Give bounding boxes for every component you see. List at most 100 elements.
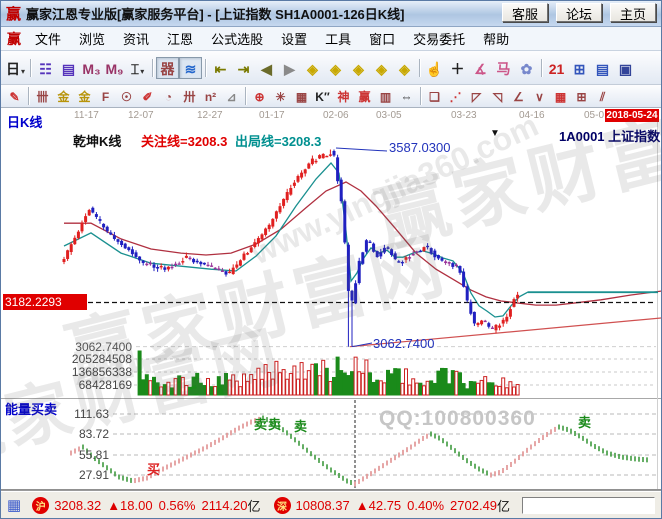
span-measure-icon[interactable]: ⇔	[400, 90, 413, 104]
shen-grid-icon[interactable]: 神	[337, 90, 350, 104]
fan-rays-icon[interactable]: ⋰	[449, 90, 462, 104]
last-bar-icon[interactable]: ⇥	[237, 60, 250, 77]
minute9-chart-icon[interactable]: M₉	[105, 60, 124, 77]
menu-item-资讯[interactable]: 资讯	[123, 31, 150, 47]
menu-item-交易委托[interactable]: 交易委托	[413, 31, 466, 47]
save-icon[interactable]: ▣	[618, 60, 633, 77]
title-bar: 赢 赢家江恩专业版[赢家服务平台] - [上证指数 SH1A0001-126日K…	[1, 1, 661, 27]
date-axis-label: 12-07	[128, 110, 154, 121]
qq-watermark: QQ:100800360	[379, 407, 536, 430]
time-cycle-icon[interactable]: ◔	[164, 90, 173, 104]
menu-item-工具[interactable]: 工具	[325, 31, 352, 47]
ying-grid-icon[interactable]: 赢	[358, 90, 371, 104]
menu-items: 文件 浏览 资讯 江恩 公式选股 设置 工具 窗口 交易委托 帮助	[26, 29, 518, 49]
support-button[interactable]: 客服	[501, 3, 548, 22]
shanghai-market-icon[interactable]: 沪	[32, 496, 50, 514]
crosshair-icon[interactable]: ＋	[450, 60, 465, 77]
minute3-chart-icon[interactable]: M₃	[82, 60, 101, 77]
sh-index-amount: 2114.20	[201, 497, 248, 513]
buy-signal-label: 买	[147, 462, 161, 477]
menu-item-窗口[interactable]: 窗口	[369, 31, 396, 47]
angle-flag-icon[interactable]: ⊿	[226, 90, 237, 104]
angle-tool-icon[interactable]: ∡	[474, 60, 487, 77]
red-grid-icon[interactable]: ▦	[554, 90, 567, 104]
gann-horse-icon[interactable]: 马	[496, 60, 511, 77]
volume-scale-label: 136856338	[71, 365, 132, 379]
diamond-hmove-icon[interactable]: ◈	[330, 60, 341, 77]
menu-item-浏览[interactable]: 浏览	[79, 31, 106, 47]
v-lines-icon[interactable]: ∨	[535, 90, 544, 104]
date-axis-label: 11-17	[74, 110, 99, 121]
sh-amount-unit: 亿	[247, 498, 261, 514]
next-bar-icon[interactable]: ▶	[284, 60, 295, 77]
menu-item-设置[interactable]: 设置	[281, 31, 308, 47]
price-grid-icon[interactable]: 卅	[183, 90, 196, 104]
quote-table-icon[interactable]: ▦	[7, 497, 22, 514]
status-bar: ▦ 沪 3208.32 ▲18.00 0.56% 2114.20 亿 深 108…	[1, 491, 661, 518]
forum-button[interactable]: 论坛	[555, 3, 602, 22]
grid-123-icon[interactable]: ▥	[379, 90, 392, 104]
intraday-chart-icon[interactable]: ☷	[39, 60, 52, 77]
grid-arrow-icon[interactable]: ⊞	[576, 90, 587, 104]
brush-icon[interactable]: ✎	[9, 90, 20, 104]
gann-grid-icon[interactable]: 卌	[36, 90, 49, 104]
diamond-expand-icon[interactable]: ◈	[376, 60, 387, 77]
sz-index-pct: 0.40%	[407, 497, 445, 513]
indicator-title[interactable]: 能量买卖	[5, 402, 58, 417]
web-square-icon[interactable]: ▦	[295, 90, 308, 104]
calculator-icon[interactable]: ⊞	[573, 60, 586, 77]
toolbar-separator	[419, 58, 420, 77]
period-day-icon[interactable]: 日▾	[5, 60, 25, 77]
golden-section-icon[interactable]: 金	[57, 90, 70, 104]
first-bar-icon[interactable]: ⇤	[214, 60, 227, 77]
mind-map-icon[interactable]: ✿	[520, 60, 533, 77]
sell-signal-label: 卖	[254, 417, 268, 432]
status-input[interactable]	[522, 496, 655, 514]
peak-price-annotation: 3587.0300	[389, 140, 451, 155]
golden-band-icon[interactable]: 金	[78, 90, 91, 104]
menu-item-文件[interactable]: 文件	[35, 31, 62, 47]
box-tool-icon[interactable]: ❏	[429, 90, 440, 104]
date-axis-label: 05-0	[584, 110, 605, 121]
fan-box-icon[interactable]: ◹	[492, 90, 503, 104]
sz-index-value: 10808.37	[295, 497, 350, 513]
toolbar-separator	[152, 58, 153, 77]
target-circle-icon[interactable]: ⊕	[254, 90, 265, 104]
square-n2-icon[interactable]: n²	[204, 90, 217, 104]
down-marker-icon: ▼	[490, 128, 500, 139]
menu-logo-icon: 赢	[7, 30, 21, 47]
menu-item-帮助[interactable]: 帮助	[483, 31, 510, 47]
web-circle-icon[interactable]: ✳	[275, 90, 286, 104]
candle-style-icon[interactable]: ⌶▾	[130, 60, 145, 77]
toolbar-row1: 日▾ ☷ ▤ M₃ M₉ ⌶▾ 器 ≋ ⇤ ⇥ ◀ ▶ ◈ ◈ ◈ ◈ ◈ ☝ ＋ ∡ 马 ✿ 21 ⊞ ▤ ▣	[1, 51, 661, 85]
angle-lines-icon[interactable]: ∠	[513, 90, 524, 104]
measure-pen-icon[interactable]: ✐	[142, 90, 153, 104]
spiral-icon[interactable]: ☉	[121, 90, 132, 104]
exit-line-label: 出局线=3208.3	[235, 134, 322, 149]
menu-item-江恩[interactable]: 江恩	[167, 31, 194, 47]
info-f10-icon[interactable]: ▤	[61, 60, 76, 77]
diamond-cross-icon[interactable]: ◈	[353, 60, 364, 77]
toolbar-separator	[30, 58, 31, 77]
period-label[interactable]: 日K线	[7, 115, 43, 130]
dropdown-arrow-icon[interactable]: ▾	[20, 66, 25, 76]
hatch-lines-icon[interactable]: ⫽	[599, 90, 606, 104]
fibo-f-icon[interactable]: F	[101, 90, 110, 104]
sh-index-pct: 0.56%	[158, 497, 196, 513]
hand-tool-icon[interactable]: ☝	[425, 60, 444, 77]
k-ref-icon[interactable]: K″	[315, 90, 330, 104]
calendar-icon[interactable]: 21	[548, 60, 565, 77]
gann-wheel-icon[interactable]: 器	[156, 56, 179, 79]
prev-bar-icon[interactable]: ◀	[261, 60, 272, 77]
dropdown-arrow-icon[interactable]: ▾	[140, 66, 145, 76]
menu-item-公式选股[interactable]: 公式选股	[211, 31, 264, 47]
color-kline-icon[interactable]: ≋	[179, 56, 202, 79]
shenzhen-market-icon[interactable]: 深	[273, 496, 291, 514]
diamond-vmove-icon[interactable]: ◈	[399, 60, 410, 77]
toolbar-separator	[205, 58, 206, 77]
diamond-right-icon[interactable]: ◈	[307, 60, 318, 77]
home-button[interactable]: 主页	[609, 3, 656, 22]
fan-square-icon[interactable]: ◸	[471, 90, 482, 104]
notes-icon[interactable]: ▤	[595, 60, 610, 77]
